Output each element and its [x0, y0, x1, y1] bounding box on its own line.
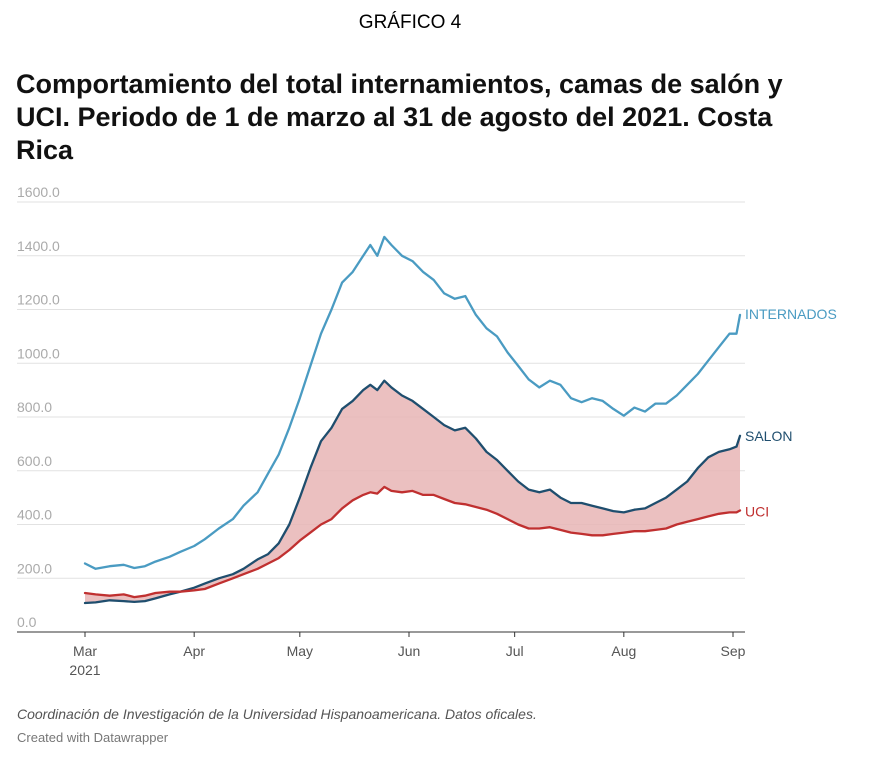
- y-tick-label: 1600.0: [17, 185, 60, 200]
- series-line-salon: [83, 379, 742, 605]
- chart-kicker: GRÁFICO 4: [358, 12, 462, 33]
- y-axis-ticks: 0.0 200.0 400.0 600.0 800.0 1000.0 1200.0 1400.…: [17, 185, 60, 630]
- series-line-uci: [83, 485, 742, 599]
- series-label-salon: SALON: [745, 428, 792, 444]
- series-labels: INTERNADOS SALON UCI: [745, 306, 837, 520]
- y-tick-label: 0.0: [17, 614, 37, 630]
- source-note: Coordinación de Investigación de la Univ…: [17, 706, 537, 722]
- y-tick-label: 1200.0: [17, 292, 60, 308]
- credit-note: Created with Datawrapper: [17, 730, 169, 745]
- x-tick-sublabel: 2021: [69, 662, 100, 678]
- y-tick-label: 800.0: [17, 399, 52, 415]
- series-label-uci: UCI: [745, 504, 769, 520]
- x-tick-label: Apr: [183, 643, 205, 659]
- x-tick-label: Jun: [398, 643, 421, 659]
- y-tick-label: 1400.0: [17, 238, 60, 254]
- y-tick-label: 1000.0: [17, 345, 60, 361]
- x-tick-label: Mar: [73, 643, 97, 659]
- y-tick-label: 200.0: [17, 560, 52, 576]
- area-between-salon-uci: [85, 380, 740, 603]
- series-label-internados: INTERNADOS: [745, 306, 837, 322]
- series-line-internados: [83, 235, 742, 570]
- series-lines: [83, 235, 742, 605]
- line-chart: 0.0 200.0 400.0 600.0 800.0 1000.0 1200.0 1400.…: [17, 185, 837, 678]
- x-tick-label: Sep: [721, 643, 746, 659]
- x-axis-ticks: Mar 2021 Apr May Jun Jul Aug Sep: [69, 632, 746, 678]
- y-tick-label: 600.0: [17, 453, 52, 469]
- area-fill: [85, 380, 740, 603]
- x-tick-label: May: [287, 643, 313, 659]
- x-tick-label: Aug: [611, 643, 636, 659]
- y-tick-label: 400.0: [17, 507, 52, 523]
- x-tick-label: Jul: [506, 643, 524, 659]
- chart-title: Comportamiento del total internamientos,…: [16, 69, 783, 165]
